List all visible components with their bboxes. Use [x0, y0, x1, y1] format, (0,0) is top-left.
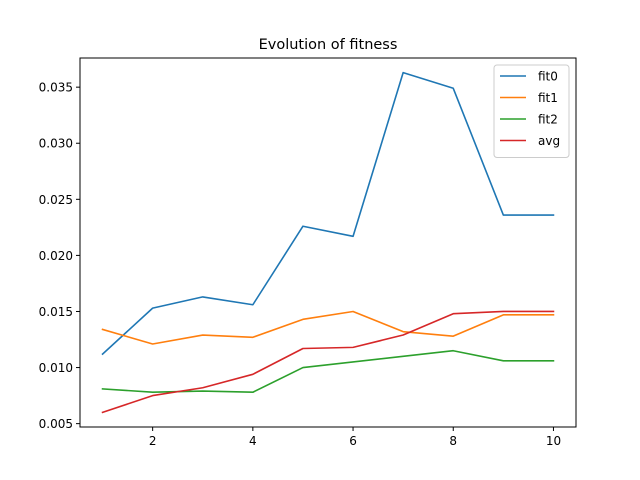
legend-label: fit1	[538, 91, 558, 105]
series-line-fit1	[101, 310, 555, 345]
axes-frame	[79, 57, 577, 428]
series-line-avg	[101, 310, 555, 414]
chart-title: Evolution of fitness	[259, 37, 398, 53]
legend: fit0 fit1 fit2 avg	[493, 64, 570, 158]
legend-label: fit0	[538, 70, 558, 84]
plot-layer: 2 4 6 8 10 0.005 0.010 0.015 0.020 0.025 0.030 0.03…	[39, 71, 561, 448]
y-tick-label: 0.005	[39, 417, 73, 431]
x-tick-label: 2	[149, 434, 157, 448]
y-tick-label: 0.020	[39, 249, 73, 263]
y-tick-label: 0.025	[39, 193, 73, 207]
x-tick-label: 6	[349, 434, 357, 448]
series-line-fit0	[101, 71, 555, 356]
legend-label: fit2	[538, 113, 558, 127]
y-tick-label: 0.010	[39, 361, 73, 375]
x-tick-label: 4	[249, 434, 257, 448]
y-tick-label: 0.030	[39, 137, 73, 151]
x-tick-label: 10	[546, 434, 561, 448]
legend-box	[493, 64, 570, 158]
y-tick-label: 0.035	[39, 81, 73, 95]
y-tick-label: 0.015	[39, 305, 73, 319]
legend-label: avg	[538, 134, 560, 148]
x-tick-label: 8	[449, 434, 457, 448]
